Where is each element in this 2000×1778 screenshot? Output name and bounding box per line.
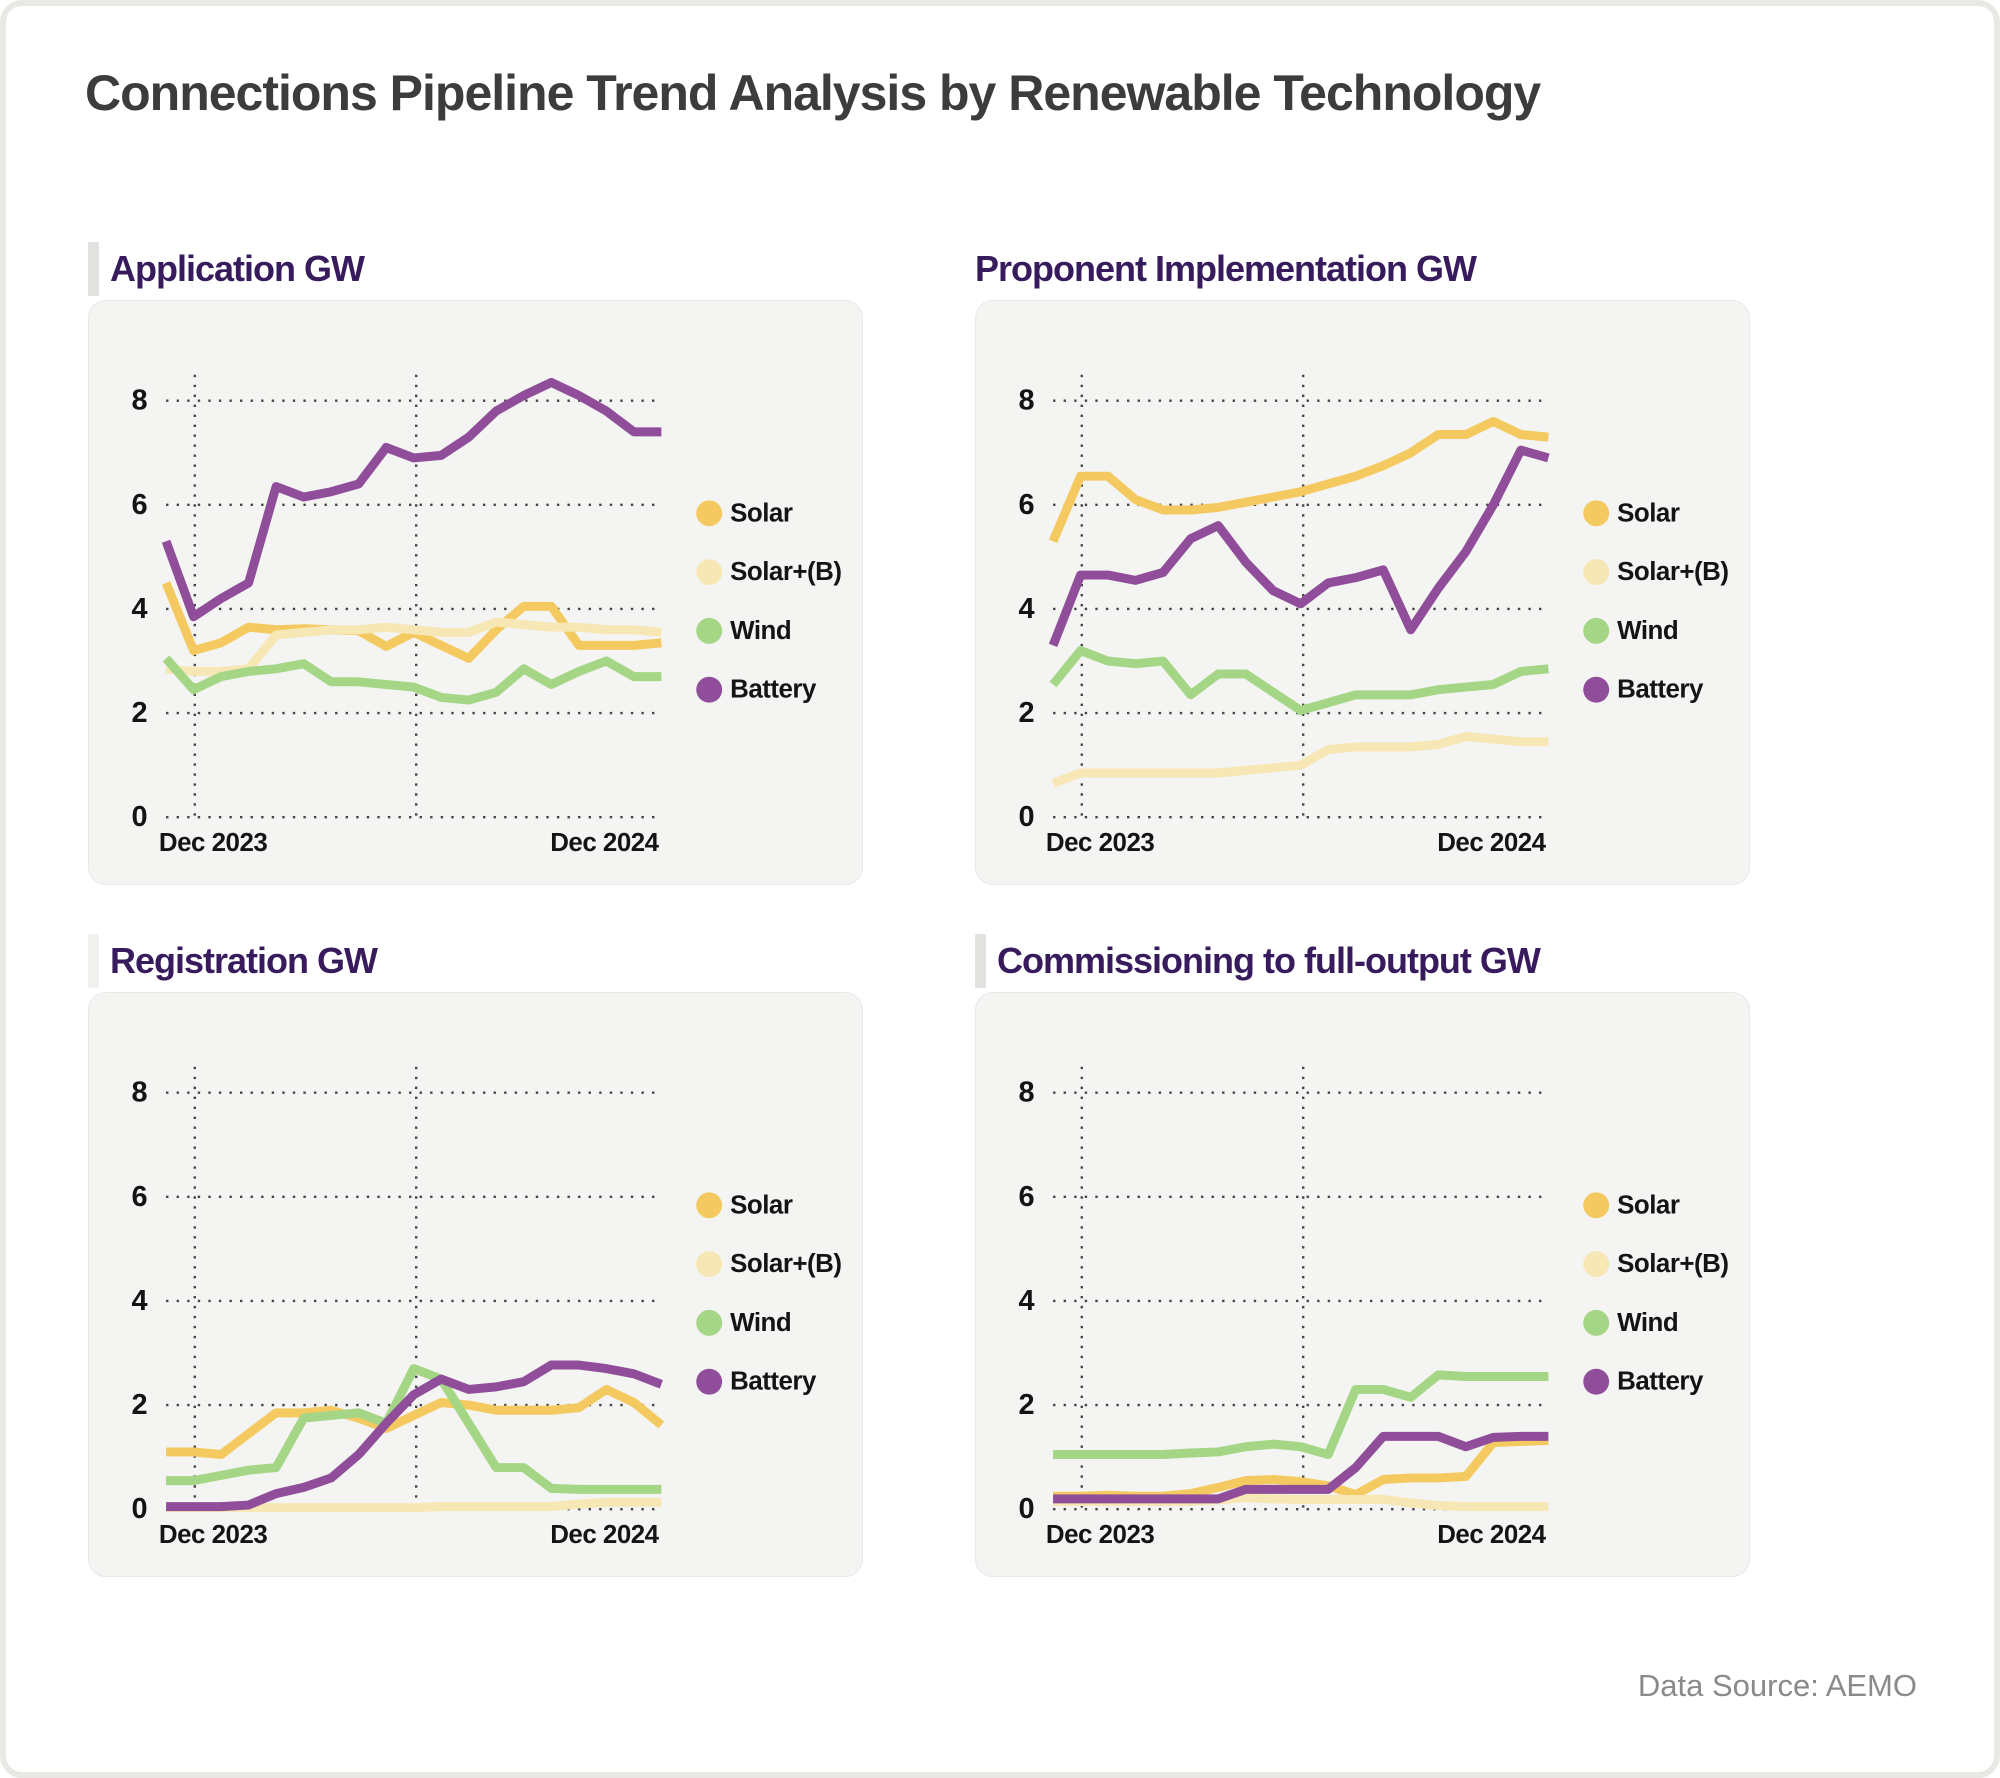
chart-section-proponent-implementation: Proponent Implementation GW 0 2 4 6 8 Dec 202… xyxy=(975,238,1750,885)
legend-swatch-wind xyxy=(696,617,723,644)
y-tick-label: 6 xyxy=(132,489,148,521)
series-line-wind xyxy=(1049,646,1549,715)
y-tick-label: 8 xyxy=(132,385,148,417)
legend-swatch-solar-b xyxy=(1583,559,1610,586)
y-tick-label: 6 xyxy=(1019,1181,1035,1213)
series-line-wind xyxy=(1053,1370,1549,1460)
legend-swatch-battery xyxy=(1583,676,1610,703)
y-tick-label: 0 xyxy=(1019,1493,1035,1525)
legend-label: Solar xyxy=(1617,1191,1680,1219)
x-tick-label: Dec 2024 xyxy=(550,1521,659,1549)
chart-title-row: Commissioning to full-output GW xyxy=(975,930,1750,992)
series-line-solar-b xyxy=(1051,732,1549,788)
legend-swatch-battery xyxy=(696,676,723,703)
series-line-battery xyxy=(166,1360,663,1512)
series-line-solar xyxy=(166,1384,665,1460)
x-tick-label: Dec 2023 xyxy=(1046,829,1154,857)
chart-title: Proponent Implementation GW xyxy=(975,248,1477,289)
y-tick-label: 6 xyxy=(132,1181,148,1213)
chart-card: 0 2 4 6 8 Dec 2023 Dec 2024 Solar Solar+(B) Wind B… xyxy=(88,300,863,885)
legend-swatch-solar-b xyxy=(696,559,723,586)
y-tick-label: 6 xyxy=(1019,489,1035,521)
legend-swatch-solar-b xyxy=(1583,1251,1610,1278)
legend-swatch-wind xyxy=(1583,617,1610,644)
legend-swatch-wind xyxy=(696,1309,723,1336)
line-chart-proponent-implementation: 0 2 4 6 8 Dec 2023 Dec 2024 Solar Solar+(B) Wind B… xyxy=(1019,374,1729,857)
series-line-battery xyxy=(161,377,662,622)
x-tick-label: Dec 2024 xyxy=(1437,1521,1546,1549)
line-chart-commissioning: 0 2 4 6 8 Dec 2023 Dec 2024 Solar Solar+(B) Wind B… xyxy=(1019,1066,1729,1549)
y-tick-label: 0 xyxy=(1019,801,1035,833)
y-tick-label: 4 xyxy=(132,593,148,625)
legend-swatch-solar xyxy=(1583,1192,1610,1219)
title-accent-bar xyxy=(88,934,99,988)
legend-label: Battery xyxy=(730,676,817,704)
legend-swatch-wind xyxy=(1583,1309,1610,1336)
line-chart-registration: 0 2 4 6 8 Dec 2023 Dec 2024 Solar Solar+(B) Wind B… xyxy=(132,1066,842,1549)
y-tick-label: 4 xyxy=(1019,1285,1035,1317)
legend-label: Wind xyxy=(1617,617,1678,645)
legend-swatch-battery xyxy=(696,1368,723,1395)
y-tick-label: 0 xyxy=(132,801,148,833)
legend-label: Wind xyxy=(1617,1309,1678,1337)
legend-swatch-solar-b xyxy=(696,1251,723,1278)
y-tick-label: 2 xyxy=(1019,1389,1035,1421)
y-tick-label: 4 xyxy=(132,1285,148,1317)
chart-title-row: Registration GW xyxy=(88,930,863,992)
y-tick-label: 2 xyxy=(1019,697,1035,729)
legend-label: Solar xyxy=(730,1191,793,1219)
chart-card: 0 2 4 6 8 Dec 2023 Dec 2024 Solar Solar+(B) Wind B… xyxy=(975,992,1750,1577)
chart-section-commissioning: Commissioning to full-output GW 0 2 4 6 8 Dec… xyxy=(975,930,1750,1577)
series-line-battery xyxy=(1048,445,1550,648)
x-tick-label: Dec 2024 xyxy=(550,829,659,857)
chart-card: 0 2 4 6 8 Dec 2023 Dec 2024 Solar Solar+(B) Wind B… xyxy=(88,992,863,1577)
chart-card: 0 2 4 6 8 Dec 2023 Dec 2024 Solar Solar+(B) Wind B… xyxy=(975,300,1750,885)
legend-label: Solar+(B) xyxy=(730,1250,841,1278)
legend-swatch-solar xyxy=(696,1192,723,1219)
series-line-solar xyxy=(1048,417,1549,544)
chart-section-registration: Registration GW 0 2 4 6 8 Dec 2023 Dec 2024 Sol… xyxy=(88,930,863,1577)
legend-label: Solar xyxy=(730,499,793,527)
series-line-wind xyxy=(162,655,662,705)
y-tick-label: 0 xyxy=(132,1493,148,1525)
chart-section-application: Application GW 0 2 4 6 8 Dec 2023 Dec 2024 Sola… xyxy=(88,238,863,885)
chart-title: Application GW xyxy=(110,248,365,289)
chart-title-row: Proponent Implementation GW xyxy=(975,238,1750,300)
y-tick-label: 4 xyxy=(1019,593,1035,625)
y-tick-label: 2 xyxy=(132,1389,148,1421)
data-source: Data Source: AEMO xyxy=(1637,1668,1917,1703)
x-tick-label: Dec 2023 xyxy=(159,1521,267,1549)
legend-label: Solar xyxy=(1617,499,1680,527)
legend-label: Solar+(B) xyxy=(1617,558,1728,586)
x-tick-label: Dec 2023 xyxy=(1046,1521,1154,1549)
line-chart-application: 0 2 4 6 8 Dec 2023 Dec 2024 Solar Solar+(B) Wind B… xyxy=(132,374,842,857)
y-tick-label: 8 xyxy=(132,1077,148,1109)
legend-swatch-solar xyxy=(696,500,723,527)
series-line-solar xyxy=(161,581,662,663)
title-accent-bar xyxy=(975,934,986,988)
y-tick-label: 2 xyxy=(132,697,148,729)
legend-swatch-battery xyxy=(1583,1368,1610,1395)
x-tick-label: Dec 2024 xyxy=(1437,829,1546,857)
legend-label: Battery xyxy=(1617,1368,1704,1396)
legend-label: Solar+(B) xyxy=(730,558,841,586)
series-line-wind xyxy=(166,1364,662,1494)
legend-swatch-solar xyxy=(1583,500,1610,527)
chart-title-row: Application GW xyxy=(88,238,863,300)
x-tick-label: Dec 2023 xyxy=(159,829,267,857)
page-title: Connections Pipeline Trend Analysis by R… xyxy=(85,65,1541,121)
legend-label: Wind xyxy=(730,617,791,645)
chart-title: Registration GW xyxy=(110,940,378,981)
legend-label: Battery xyxy=(730,1368,817,1396)
legend-label: Solar+(B) xyxy=(1617,1250,1728,1278)
y-tick-label: 8 xyxy=(1019,385,1035,417)
legend-label: Battery xyxy=(1617,676,1704,704)
series-line-battery xyxy=(1053,1431,1549,1504)
title-accent-bar xyxy=(88,242,99,296)
chart-title: Commissioning to full-output GW xyxy=(997,940,1541,981)
legend-label: Wind xyxy=(730,1309,791,1337)
y-tick-label: 8 xyxy=(1019,1077,1035,1109)
